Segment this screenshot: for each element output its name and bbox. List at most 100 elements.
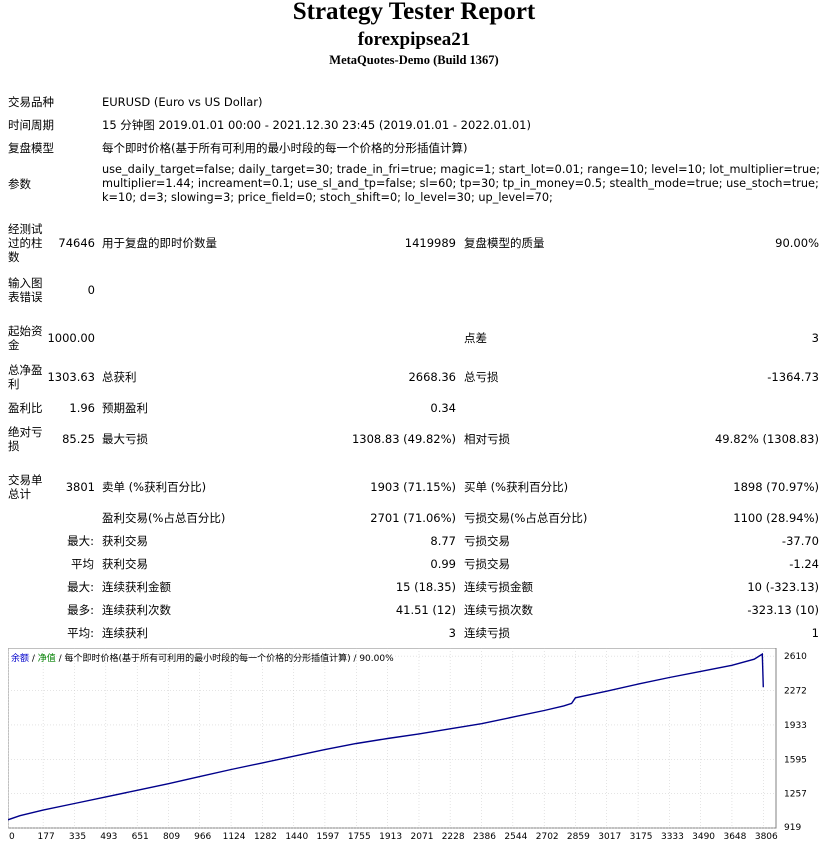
deposit-label: 起始资金 [8,324,43,352]
stats-prefix: 最大: [67,580,94,594]
ticks-label: 用于复盘的即时价数量 [102,236,217,250]
x-tick-label: 1440 [285,832,308,842]
symbol-label: 交易品种 [8,95,54,109]
errors-value: 0 [87,283,95,297]
report-subtitle: forexpipsea21 [357,29,471,50]
x-tick-label: 1913 [379,832,402,842]
payoff-label: 预期盈利 [102,401,148,415]
pf-label: 盈利比 [8,401,43,415]
x-tick-label: 1597 [316,832,339,842]
x-tick-label: 2859 [567,832,590,842]
stats-right-value: -37.70 [781,534,819,548]
stats-left-label: 获利交易 [102,534,148,548]
stats-left-label: 连续获利 [102,626,148,640]
model-label: 复盘模型 [8,141,54,155]
deposit-value: 1000.00 [47,331,95,345]
stats-left-value: 3 [448,626,456,640]
stats-right-value: -323.13 (10) [747,603,819,617]
stats-right-label: 亏损交易 [464,534,510,548]
balance-chart: 余额 / 净值 / 每个即时价格(基于所有可利用的最小时段的每一个价格的分形插值… [8,648,838,846]
x-tick-label: 177 [38,832,55,842]
max-dd-label: 最大亏损 [102,432,148,446]
stats-prefix: 平均: [67,626,94,640]
x-tick-label: 3017 [598,832,621,842]
y-tick-label: 1595 [784,755,807,765]
stats-left-value: 15 (18.35) [395,580,456,594]
x-tick-label: 966 [194,832,211,842]
x-tick-label: 2702 [536,832,559,842]
legend-balance: 余额 [11,652,29,664]
gross-profit-label: 总获利 [102,370,137,384]
total-trades-value: 3801 [65,480,95,494]
bars-value: 74646 [58,236,95,250]
x-tick-label: 3175 [630,832,653,842]
payoff-value: 0.34 [430,401,456,415]
stats-left-value: 0.99 [430,557,456,571]
net-value: 1303.63 [47,370,95,384]
stats-left-value: 8.77 [430,534,456,548]
rel-dd-label: 相对亏损 [464,432,510,446]
spread-label: 点差 [464,331,487,345]
stats-right-label: 连续亏损次数 [464,603,533,617]
x-tick-label: 651 [132,832,149,842]
x-tick-label: 1124 [223,832,246,842]
bars-label: 经测试过的柱数 [8,222,43,264]
legend-description: / 每个即时价格(基于所有可利用的最小时段的每一个价格的分形插值计算) / 90… [56,652,394,664]
stats-right-value: 1 [811,626,819,640]
spread-value: 3 [811,331,819,345]
x-tick-label: 809 [163,832,180,842]
x-tick-label: 3806 [755,832,778,842]
loss-trades-label: 亏损交易(%占总百分比) [464,511,588,525]
x-tick-label: 2386 [473,832,496,842]
balance-line [8,652,764,821]
stats-left-value: 41.51 (12) [395,603,456,617]
gross-profit-value: 2668.36 [408,370,456,384]
legend-separator: / [29,654,38,664]
x-tick-label: 335 [69,832,86,842]
y-tick-label: 2610 [784,652,807,662]
short-label: 卖单 (%获利百分比) [102,480,207,494]
symbol-value: EURUSD (Euro vs US Dollar) [102,95,263,109]
ticks-value: 1419989 [404,236,456,250]
stats-prefix: 平均 [71,557,94,571]
y-tick-label: 1257 [784,790,807,800]
legend-equity: 净值 [38,652,56,664]
stats-left-label: 连续获利次数 [102,603,171,617]
model-value: 每个即时价格(基于所有可利用的最小时段的每一个价格的分形插值计算) [102,141,468,155]
stats-left-label: 连续获利金额 [102,580,171,594]
stats-prefix: 最多: [67,603,94,617]
stats-right-label: 亏损交易 [464,557,510,571]
x-tick-label: 3333 [661,832,684,842]
gross-loss-value: -1364.73 [767,370,819,384]
rel-dd-value: 49.82% (1308.83) [714,432,819,446]
profit-trades-label: 盈利交易(%占总百分比) [102,511,226,525]
period-label: 时间周期 [8,118,54,132]
loss-trades-value: 1100 (28.94%) [733,511,819,525]
period-value: 15 分钟图 2019.01.01 00:00 - 2021.12.30 23:… [102,118,531,132]
x-tick-label: 3648 [723,832,746,842]
x-tick-label: 3490 [692,832,715,842]
abs-dd-value: 85.25 [62,432,95,446]
stats-right-value: -1.24 [789,557,819,571]
quality-value: 90.00% [775,236,819,250]
long-value: 1898 (70.97%) [733,480,819,494]
stats-right-value: 10 (-323.13) [747,580,819,594]
pf-value: 1.96 [69,401,95,415]
balance-chart-svg: 余额 / 净值 / 每个即时价格(基于所有可利用的最小时段的每一个价格的分形插值… [8,648,807,842]
net-label: 总净盈利 [8,363,43,391]
x-axis-ticks: 0 177 335 493 651 809 966 1124 1282 1440 1597 1755 1… [9,832,778,842]
stats-prefix: 最大: [67,534,94,548]
stats-left-label: 获利交易 [102,557,148,571]
report-title: Strategy Tester Report [292,0,536,25]
y-tick-label: 919 [784,823,801,833]
y-axis-ticks: 919 1257 1595 1933 2272 2610 [784,652,807,833]
x-tick-label: 2544 [504,832,527,842]
x-tick-label: 2071 [411,832,434,842]
x-tick-label: 493 [100,832,117,842]
long-label: 买单 (%获利百分比) [464,480,569,494]
stats-right-label: 连续亏损金额 [464,580,533,594]
x-tick-label: 2228 [442,832,465,842]
report-build: MetaQuotes-Demo (Build 1367) [329,53,499,67]
abs-dd-label: 绝对亏损 [8,425,43,453]
x-tick-label: 0 [9,832,15,842]
